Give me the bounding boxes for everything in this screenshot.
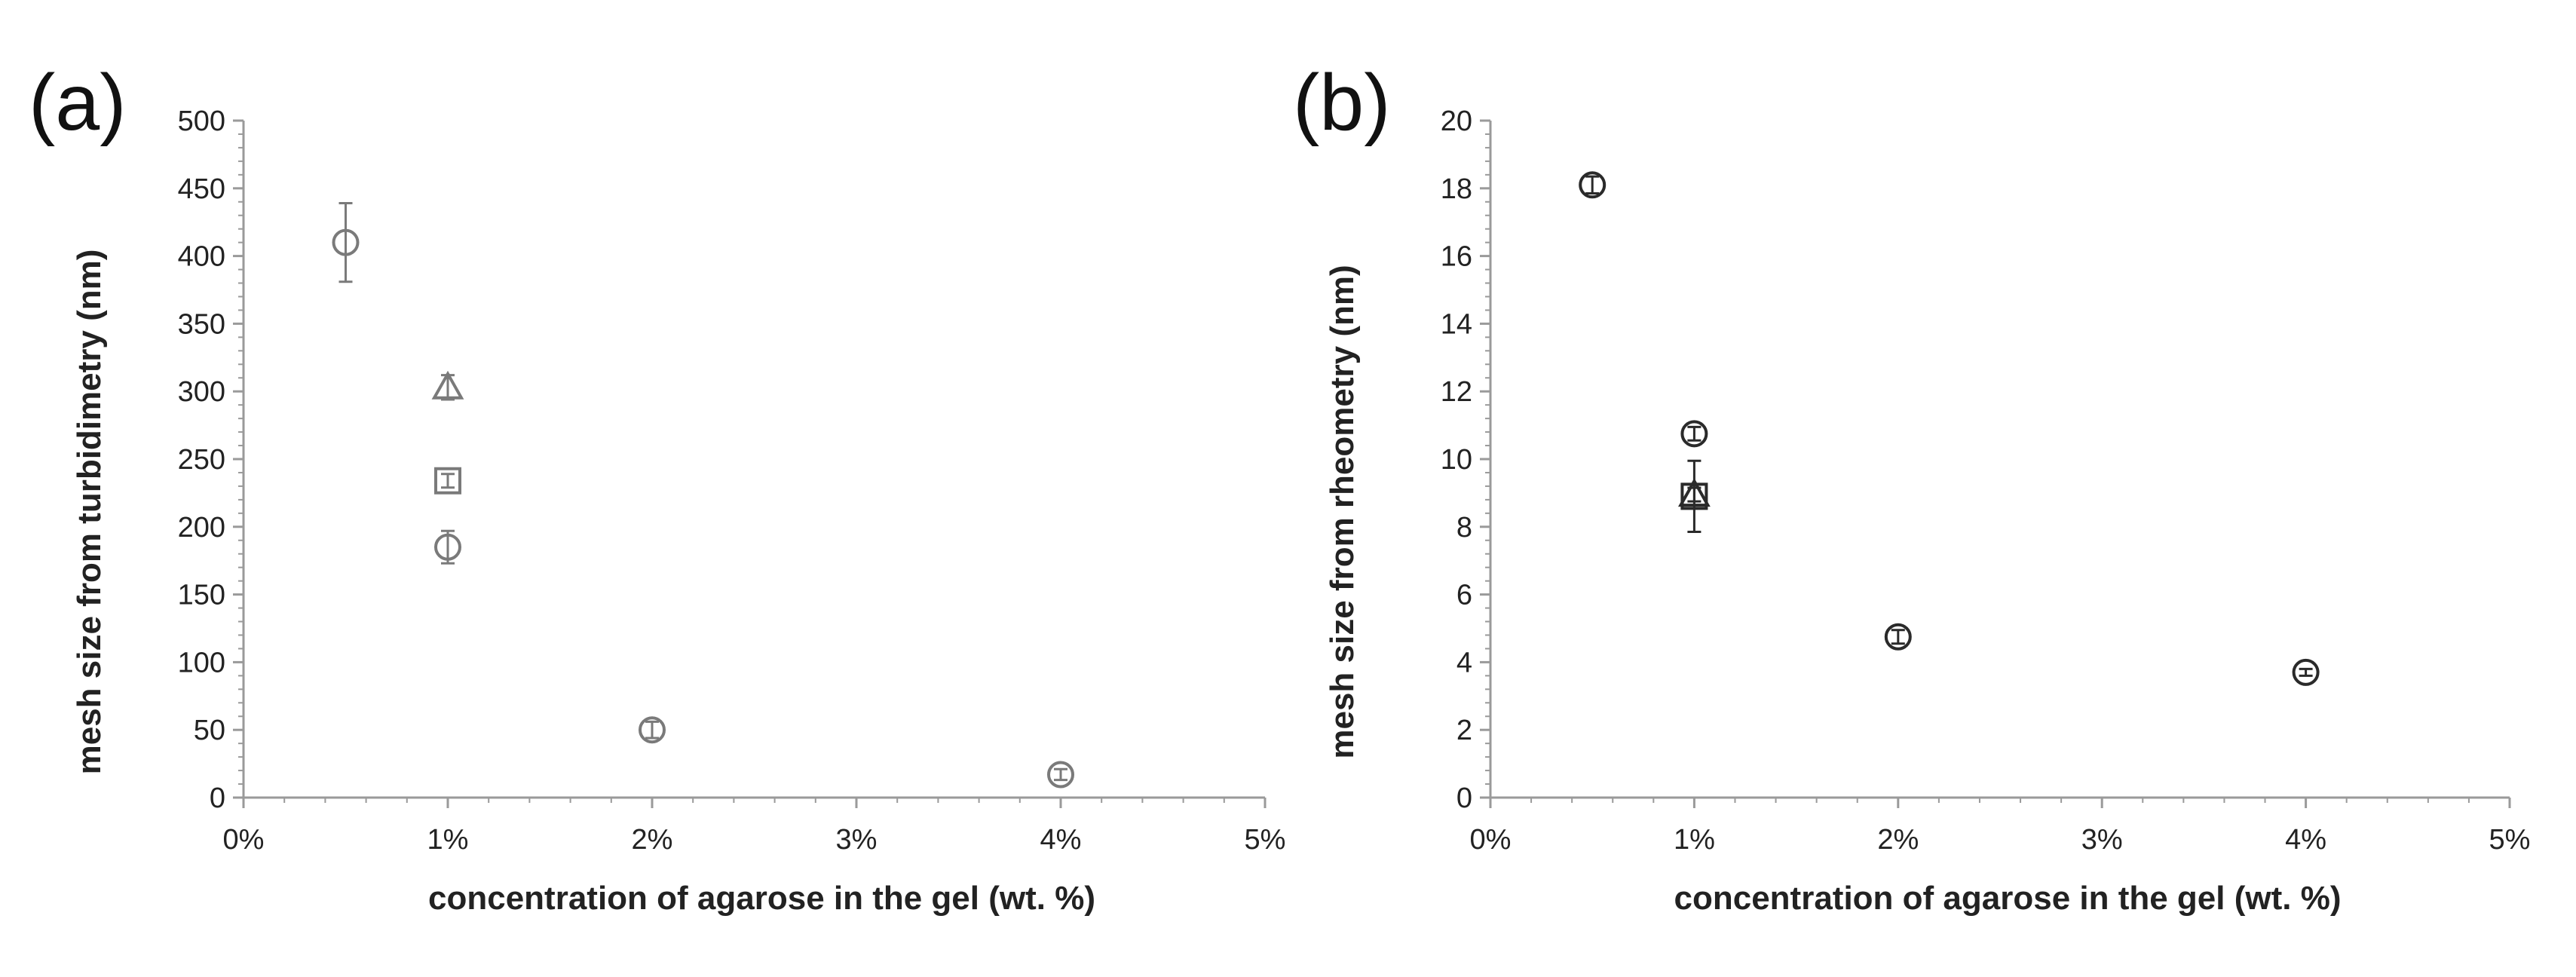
x-tick-label: 3% <box>836 824 878 856</box>
y-tick-label: 500 <box>178 106 225 137</box>
y-tick-label: 2 <box>1456 715 1472 746</box>
circle-error-bar <box>1585 175 1600 195</box>
square-marker <box>434 467 461 495</box>
y-axis-title: mesh size from rheometry (nm) <box>1324 265 1361 758</box>
y-tick-label: 8 <box>1456 512 1472 544</box>
circle-error-bar <box>1054 767 1067 782</box>
circle-marker <box>639 716 666 744</box>
y-tick-label: 4 <box>1456 647 1472 678</box>
x-tick-label: 5% <box>2489 824 2531 856</box>
y-tick-label: 16 <box>1441 241 1472 273</box>
x-tick-label: 1% <box>427 824 469 856</box>
circle-error-bar <box>1687 425 1702 442</box>
y-tick-label: 20 <box>1441 106 1472 137</box>
x-tick-label: 1% <box>1674 824 1715 856</box>
x-tick-label: 2% <box>632 824 673 856</box>
circle-error-bar <box>338 202 353 283</box>
x-axis-title: concentration of agarose in the gel (wt.… <box>428 880 1095 917</box>
x-tick-label: 4% <box>1040 824 1082 856</box>
circle-marker <box>434 533 461 561</box>
x-tick-label: 5% <box>1245 824 1286 856</box>
y-tick-label: 10 <box>1441 444 1472 476</box>
chart-panel-a: (a) 0 50 100 150 200 250 300 350 400 450 500 0% 1% 2% 3… <box>29 58 1285 917</box>
panel-label: (a) <box>29 58 127 147</box>
y-tick-label: 250 <box>178 444 225 476</box>
y-tick-label: 400 <box>178 241 225 273</box>
y-tick-label: 350 <box>178 308 225 340</box>
y-tick-label: 50 <box>194 715 225 746</box>
circle-error-bar <box>1891 629 1905 645</box>
circle-marker <box>332 228 360 256</box>
y-tick-label: 12 <box>1441 376 1472 408</box>
x-axis-title: concentration of agarose in the gel (wt.… <box>1674 880 2342 917</box>
y-tick-label: 200 <box>178 512 225 544</box>
y-tick-label: 6 <box>1456 580 1472 611</box>
triangle-marker <box>431 370 464 400</box>
y-tick-label: 450 <box>178 173 225 205</box>
y-tick-label: 150 <box>178 580 225 611</box>
y-axis-title: mesh size from turbidimetry (nm) <box>71 250 108 775</box>
triangle-marker <box>1677 478 1711 507</box>
x-tick-label: 0% <box>1470 824 1512 856</box>
y-tick-label: 18 <box>1441 173 1472 205</box>
y-tick-label: 100 <box>178 647 225 678</box>
x-tick-label: 4% <box>2285 824 2326 856</box>
circle-marker <box>1680 420 1708 448</box>
y-tick-label: 300 <box>178 376 225 408</box>
y-tick-label: 14 <box>1441 308 1472 340</box>
square-marker <box>1680 482 1708 510</box>
y-tick-label: 0 <box>1456 783 1472 814</box>
circle-marker <box>2292 658 2320 686</box>
square-error-bar <box>441 473 455 489</box>
x-tick-label: 3% <box>2081 824 2123 856</box>
circle-marker <box>1047 761 1074 789</box>
circle-marker <box>1884 623 1912 651</box>
circle-error-bar <box>645 720 659 740</box>
circle-error-bar <box>2299 667 2313 677</box>
circle-marker <box>1579 171 1607 199</box>
x-tick-label: 0% <box>223 824 265 856</box>
y-tick-label: 0 <box>210 783 225 814</box>
chart-panel-b: (b) 0 2 4 6 8 10 12 14 16 18 20 0% 1% 2% 3% 4% 5% concentr… <box>1293 58 2530 917</box>
panel-label: (b) <box>1293 58 1391 147</box>
x-tick-label: 2% <box>1877 824 1919 856</box>
